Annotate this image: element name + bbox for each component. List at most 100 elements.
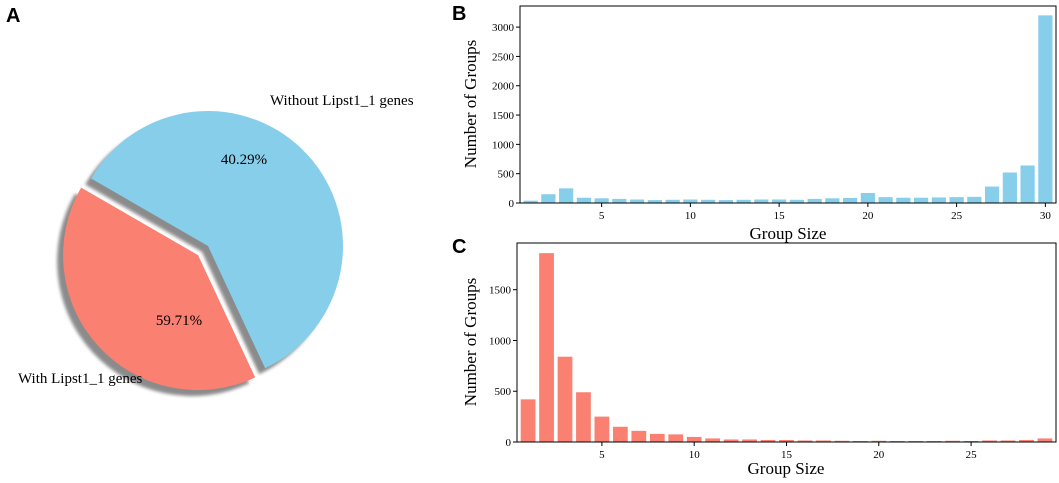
- x-tick-label: 10: [685, 210, 697, 222]
- bar: [649, 433, 665, 442]
- y-tick-label: 500: [498, 169, 515, 181]
- chart-c-frame: [516, 242, 1057, 443]
- bar: [520, 399, 536, 442]
- bar: [612, 426, 628, 442]
- panel-label-b: B: [452, 3, 466, 25]
- y-tick-label: 1500: [492, 110, 515, 122]
- y-tick-label: 1500: [489, 285, 512, 297]
- panel-label-c: C: [452, 236, 466, 258]
- bar: [825, 198, 840, 203]
- bar: [889, 440, 905, 442]
- bar: [963, 440, 979, 442]
- bar: [843, 198, 858, 203]
- bar-chart-b: 5 10 15 20 25 30 0 500 1000 1500 2000 2500 3000 Gro…: [461, 5, 1057, 243]
- pie-slice-label-without: Without Lipst1_1 genes: [270, 93, 414, 109]
- bar: [631, 430, 647, 442]
- bar: [647, 200, 662, 203]
- bar: [594, 198, 609, 203]
- chart-c-yticks: 0 500 1000 1500: [489, 285, 517, 449]
- x-tick-label: 25: [966, 449, 978, 461]
- bar: [807, 198, 822, 203]
- bar: [683, 199, 698, 203]
- y-tick-label: 0: [506, 437, 512, 449]
- bar: [686, 436, 702, 442]
- bar: [523, 200, 538, 203]
- y-tick-label: 2500: [492, 51, 515, 63]
- bar: [760, 439, 776, 442]
- chart-c-ylabel: Number of Groups: [461, 278, 480, 406]
- x-tick-label: 20: [873, 449, 885, 461]
- bar-chart-c: 5 10 15 20 25 0 500 1000 1500 Group Size Number…: [461, 242, 1057, 478]
- y-tick-label: 1000: [489, 335, 512, 347]
- bar: [1038, 15, 1053, 204]
- bar: [723, 439, 739, 442]
- x-tick-label: 10: [689, 449, 701, 461]
- bar: [557, 356, 573, 442]
- bar: [772, 199, 787, 203]
- x-tick-label: 15: [781, 449, 793, 461]
- bar: [665, 199, 680, 203]
- bar: [576, 392, 591, 442]
- panel-label-a: A: [6, 5, 20, 27]
- bar: [779, 439, 794, 442]
- x-tick-label: 25: [951, 210, 963, 222]
- bar: [878, 197, 893, 203]
- bar: [1000, 440, 1016, 442]
- bar: [860, 193, 875, 203]
- bar: [967, 196, 982, 203]
- chart-b-frame: [519, 5, 1057, 204]
- bar: [908, 440, 924, 442]
- chart-c-xticks: 5 10 15 20 25: [599, 442, 977, 461]
- chart-b-xlabel: Group Size: [750, 224, 827, 243]
- pie-percent-without: 40.29%: [221, 152, 267, 168]
- x-tick-label: 15: [774, 210, 786, 222]
- bar: [705, 438, 721, 442]
- y-tick-label: 500: [495, 386, 512, 398]
- bar: [1037, 438, 1053, 442]
- y-tick-label: 1000: [492, 139, 515, 151]
- bar: [630, 199, 645, 203]
- pie-slice: [63, 187, 256, 391]
- bar: [1020, 165, 1035, 203]
- y-tick-label: 0: [509, 198, 515, 210]
- bar: [576, 197, 591, 203]
- y-tick-label: 3000: [492, 22, 515, 34]
- bar: [718, 200, 733, 203]
- chart-c-bars: [520, 253, 1053, 442]
- bar: [931, 197, 946, 203]
- bar: [668, 434, 684, 442]
- x-tick-label: 20: [862, 210, 874, 222]
- bar: [742, 439, 757, 442]
- bar: [789, 199, 804, 203]
- chart-b-yticks: 0 500 1000 1500 2000 2500 3000: [492, 22, 520, 210]
- pie-chart: Without Lipst1_1 genes With Lipst1_1 gen…: [18, 93, 414, 397]
- chart-b-ylabel: Number of Groups: [461, 40, 480, 168]
- x-tick-label: 5: [599, 449, 605, 461]
- pie-percent-with: 59.71%: [156, 313, 202, 329]
- pie-slices: [63, 111, 343, 391]
- bar: [1002, 172, 1017, 203]
- pie-slice: [91, 111, 343, 369]
- bar: [736, 199, 751, 203]
- bar: [559, 188, 574, 203]
- bar: [539, 253, 554, 442]
- y-tick-label: 2000: [492, 81, 515, 93]
- bar: [896, 197, 911, 203]
- bar: [612, 198, 627, 203]
- bar: [701, 199, 716, 203]
- bar: [926, 440, 942, 442]
- bar: [797, 440, 813, 442]
- chart-b-bars: [523, 15, 1053, 204]
- x-tick-label: 5: [599, 210, 605, 222]
- x-tick-label: 30: [1040, 210, 1052, 222]
- bar: [541, 194, 556, 203]
- bar: [871, 440, 887, 442]
- bar: [834, 440, 850, 442]
- bar: [949, 197, 964, 203]
- bar: [985, 186, 1000, 203]
- bar: [1019, 439, 1034, 442]
- bar: [754, 199, 769, 203]
- bar: [816, 440, 831, 442]
- bar: [852, 440, 868, 442]
